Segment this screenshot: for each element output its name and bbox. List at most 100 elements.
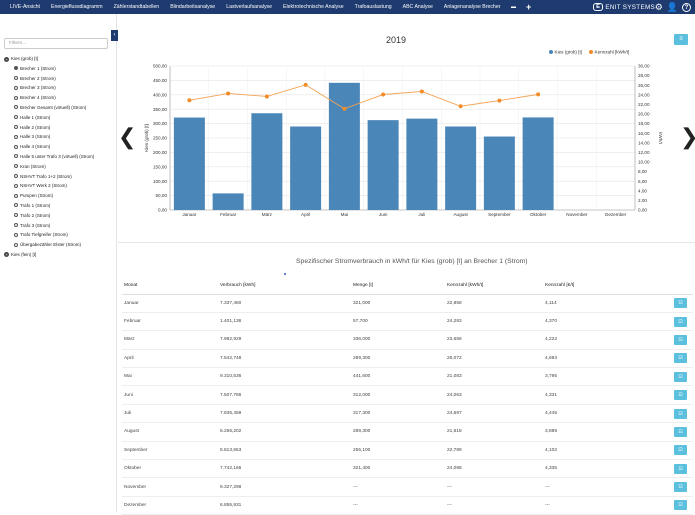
- y-tick-right: 22,00: [638, 102, 650, 107]
- row-detail-button[interactable]: ⊡: [674, 390, 687, 401]
- table-cell: Juli: [122, 404, 218, 424]
- x-tick-label: Januar: [182, 212, 197, 217]
- prev-arrow-icon[interactable]: ❮: [118, 124, 137, 149]
- radio-icon[interactable]: [14, 193, 18, 198]
- radio-icon[interactable]: [14, 154, 18, 159]
- row-detail-button[interactable]: ⊡: [674, 353, 687, 364]
- table-cell-action: ⊡: [655, 312, 693, 332]
- row-detail-button[interactable]: ⊡: [674, 316, 687, 327]
- tree-item[interactable]: Halle 5 unter Trafo 3 (virtuell) (Strom): [4, 152, 112, 162]
- tree-item[interactable]: NSHVT Werk 2 (Strom): [4, 181, 112, 191]
- table-subtitle: Spezifischer Stromverbrauch in kWh/t für…: [296, 258, 528, 265]
- tree-item[interactable]: + Kies (grob) [t]: [4, 54, 112, 64]
- table-row: November 9.327,298 --- --- --- ⊡: [122, 477, 693, 497]
- table-cell: 7.337,460: [218, 294, 351, 313]
- radio-icon[interactable]: [14, 134, 18, 139]
- tree-item[interactable]: Brecher Gesamt (virtuell) (Strom): [4, 103, 112, 113]
- radio-icon[interactable]: [14, 232, 18, 237]
- table-cell: November: [122, 477, 218, 497]
- tree-item[interactable]: Halle 1 (Strom): [4, 113, 112, 123]
- top-right-icons: ⚙ 👤?: [651, 0, 691, 14]
- column-header: Verbrauch [kWh]: [218, 278, 351, 295]
- tree-item[interactable]: Brecher 3 (Strom): [4, 83, 112, 93]
- tree-item[interactable]: Brecher 1 (Strom): [4, 64, 112, 74]
- table-cell: 3,889: [543, 422, 655, 442]
- collapse-sidebar-button[interactable]: ‹: [111, 30, 118, 41]
- expand-icon[interactable]: +: [4, 56, 9, 62]
- chart-menu-button[interactable]: ≡: [674, 34, 688, 45]
- row-detail-button[interactable]: ⊡: [674, 371, 687, 382]
- row-detail-button[interactable]: ⊡: [674, 500, 687, 511]
- legend-marker: [589, 50, 593, 54]
- plus-icon[interactable]: +: [525, 2, 532, 12]
- help-icon[interactable]: ?: [682, 2, 691, 12]
- radio-icon[interactable]: [14, 115, 18, 120]
- tree-item[interactable]: Halle 4 (Strom): [4, 142, 112, 152]
- tree-item[interactable]: Trafo 1 (Strom): [4, 201, 112, 211]
- row-detail-button[interactable]: ⊡: [674, 408, 687, 419]
- bar: [522, 117, 554, 210]
- row-detail-button[interactable]: ⊡: [674, 298, 687, 309]
- x-tick-label: Mai: [341, 212, 348, 217]
- tree-item[interactable]: Übergabezähler Elster (Strom): [4, 240, 112, 250]
- radio-icon[interactable]: [14, 76, 18, 81]
- nav-item-7[interactable]: ABC Analyse: [402, 4, 433, 10]
- nav-item-3[interactable]: Blindarbeitsanalyse: [170, 4, 216, 10]
- table-cell-action: ⊡: [655, 367, 693, 387]
- table-cell-action: ⊡: [655, 459, 693, 479]
- radio-icon[interactable]: [14, 183, 18, 188]
- table-cell: März: [122, 330, 218, 350]
- user-icon[interactable]: 👤: [666, 2, 678, 12]
- nav-item-0[interactable]: LIVE-Ansicht: [10, 4, 40, 10]
- nav-item-1[interactable]: Energieflussdiagramm: [51, 4, 103, 10]
- tree-item[interactable]: Halle 2 (Strom): [4, 123, 112, 133]
- y-tick-right: 0,00: [638, 208, 647, 213]
- tree-item[interactable]: Pumpen (Strom): [4, 191, 112, 201]
- radio-icon[interactable]: [14, 164, 18, 169]
- tree-item[interactable]: Halle 3 (Strom): [4, 132, 112, 142]
- radio-icon[interactable]: [14, 85, 18, 90]
- tree-item-label: Brecher Gesamt (virtuell) (Strom): [20, 104, 87, 110]
- radio-icon[interactable]: [14, 105, 18, 110]
- table-row: August 6.256,202 289,300 21,618 3,889 ⊡: [122, 422, 693, 442]
- table-cell: 26,072: [445, 349, 543, 369]
- row-detail-button[interactable]: ⊡: [674, 463, 687, 474]
- radio-icon[interactable]: [14, 125, 18, 130]
- tree-item[interactable]: Brecher 4 (Strom): [4, 93, 112, 103]
- nav-item-4[interactable]: Lastverlaufsanalyse: [226, 4, 273, 10]
- nav-item-2[interactable]: Zählerstandtabellen: [113, 4, 160, 10]
- radio-icon[interactable]: [14, 95, 18, 100]
- radio-icon[interactable]: [14, 242, 18, 247]
- x-tick-label: Februar: [220, 212, 237, 217]
- table-cell-action: ⊡: [655, 294, 693, 313]
- nav-item-8[interactable]: Anlagenanalyse Brecher: [443, 4, 501, 10]
- tree-item[interactable]: Trafo Tiefgreifer (Strom): [4, 230, 112, 240]
- legend-marker: [549, 50, 553, 54]
- row-detail-button[interactable]: ⊡: [674, 482, 687, 493]
- next-arrow-icon[interactable]: ❯: [680, 124, 695, 150]
- line-point: [303, 82, 308, 87]
- row-detail-button[interactable]: ⊡: [674, 445, 687, 456]
- filter-input[interactable]: Filtern...: [4, 38, 108, 49]
- radio-icon[interactable]: [14, 144, 18, 149]
- row-detail-button[interactable]: ⊡: [674, 426, 687, 437]
- radio-icon[interactable]: [14, 66, 18, 71]
- table-cell: 7.982,929: [218, 330, 351, 350]
- nav-item-5[interactable]: Elektrotechnische Analyse: [283, 4, 344, 10]
- expand-icon[interactable]: +: [4, 252, 9, 258]
- radio-icon[interactable]: [14, 213, 18, 218]
- tree-item[interactable]: NSHVT Trafo 1+2 (Strom): [4, 172, 112, 182]
- row-detail-button[interactable]: ⊡: [674, 334, 687, 345]
- gear-icon[interactable]: ⚙: [654, 2, 663, 12]
- radio-icon[interactable]: [14, 174, 18, 179]
- tree-item[interactable]: Brecher 2 (Strom): [4, 74, 112, 84]
- radio-icon[interactable]: [14, 223, 18, 228]
- tree-item[interactable]: Trafo 2 (Strom): [4, 211, 112, 221]
- tree-item[interactable]: + Kies (fein) [t]: [4, 250, 112, 260]
- radio-icon[interactable]: [14, 203, 18, 208]
- tree-item[interactable]: Trafo 3 (Strom): [4, 221, 112, 231]
- tree-item-label: Kran (Strom): [20, 163, 46, 169]
- nav-item-6[interactable]: Trafoauslastung: [354, 4, 392, 10]
- tree-item[interactable]: Kran (Strom): [4, 162, 112, 172]
- minus-icon[interactable]: ▬: [510, 4, 516, 10]
